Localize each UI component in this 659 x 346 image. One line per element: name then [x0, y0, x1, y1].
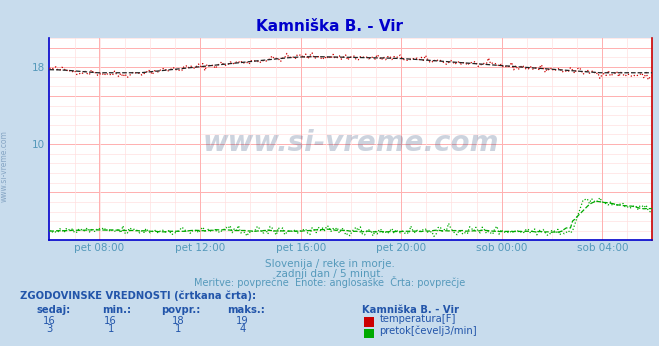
Text: temperatura[F]: temperatura[F]	[380, 315, 456, 325]
Text: 18: 18	[171, 316, 185, 326]
Text: www.si-vreme.com: www.si-vreme.com	[203, 129, 499, 157]
Text: www.si-vreme.com: www.si-vreme.com	[0, 130, 9, 202]
Text: pretok[čevelj3/min]: pretok[čevelj3/min]	[380, 325, 477, 336]
Text: maks.:: maks.:	[227, 305, 265, 315]
Text: 1: 1	[107, 324, 114, 334]
Text: 1: 1	[175, 324, 181, 334]
Text: min.:: min.:	[102, 305, 131, 315]
Text: zadnji dan / 5 minut.: zadnji dan / 5 minut.	[275, 269, 384, 279]
Text: Kamniška B. - Vir: Kamniška B. - Vir	[362, 305, 459, 315]
Text: 19: 19	[236, 316, 249, 326]
Text: Meritve: povprečne  Enote: anglosaške  Črta: povprečje: Meritve: povprečne Enote: anglosaške Črt…	[194, 276, 465, 289]
Text: Kamniška B. - Vir: Kamniška B. - Vir	[256, 19, 403, 34]
Text: Slovenija / reke in morje.: Slovenija / reke in morje.	[264, 259, 395, 269]
Text: 4: 4	[239, 324, 246, 334]
Text: ZGODOVINSKE VREDNOSTI (črtkana črta):: ZGODOVINSKE VREDNOSTI (črtkana črta):	[20, 291, 256, 301]
Text: povpr.:: povpr.:	[161, 305, 201, 315]
Text: 3: 3	[46, 324, 53, 334]
Text: 16: 16	[43, 316, 56, 326]
Text: 16: 16	[104, 316, 117, 326]
Text: sedaj:: sedaj:	[36, 305, 71, 315]
